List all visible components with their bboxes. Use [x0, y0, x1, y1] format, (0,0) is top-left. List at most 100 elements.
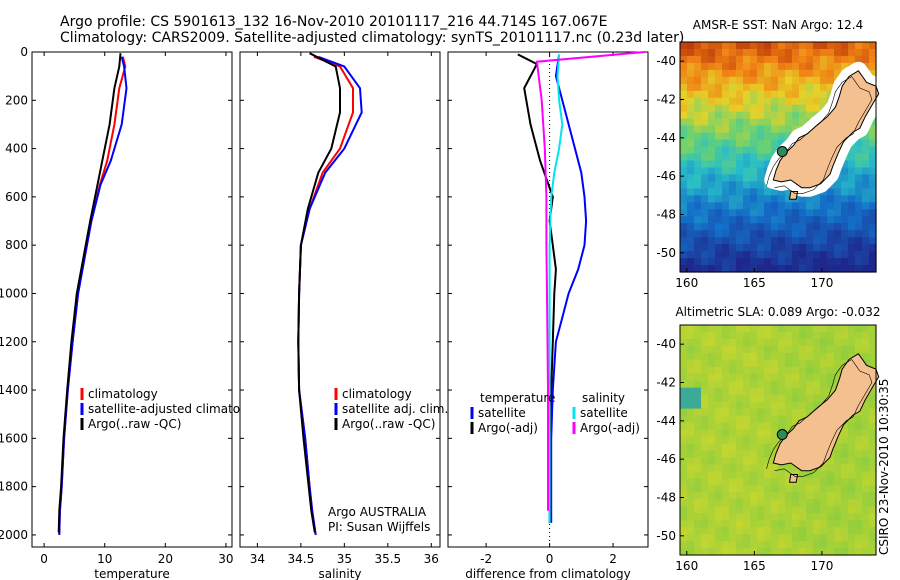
- map-cell: [722, 160, 730, 169]
- map-cell: [743, 188, 751, 196]
- map-cell: [820, 380, 828, 389]
- map-cell: [743, 265, 751, 273]
- map-cell: [750, 548, 758, 556]
- map-cell: [799, 97, 807, 106]
- map-cell: [778, 69, 786, 78]
- map-cell: [687, 118, 695, 127]
- x-tick-label: 35.5: [374, 552, 401, 566]
- map-cell: [799, 478, 807, 486]
- map-cell: [743, 422, 751, 431]
- y-tick-label: -44: [656, 414, 676, 428]
- map-cell: [701, 146, 709, 155]
- map-cell: [820, 195, 828, 203]
- map-cell: [694, 160, 702, 169]
- map-cell: [785, 541, 793, 549]
- map-cell: [715, 265, 723, 273]
- map-cell: [764, 195, 772, 203]
- map-cell: [715, 401, 723, 410]
- map-cell: [729, 513, 737, 521]
- map-cell: [729, 380, 737, 389]
- map-cell: [715, 160, 723, 169]
- map-cell: [708, 513, 716, 521]
- map-cell: [785, 209, 793, 217]
- map-cell: [750, 352, 758, 361]
- map-cell: [778, 237, 786, 245]
- map-cell: [855, 464, 863, 472]
- map-cell: [820, 464, 828, 472]
- map-cell: [687, 513, 695, 521]
- map-cell: [722, 202, 730, 210]
- map-cell: [869, 408, 877, 417]
- map-cell: [750, 541, 758, 549]
- map-cell: [687, 415, 695, 424]
- map-cell: [750, 258, 758, 266]
- map-cell: [715, 76, 723, 85]
- map-cell: [757, 202, 765, 210]
- map-cell: [806, 62, 814, 71]
- map-cell: [736, 415, 744, 424]
- map-cell: [729, 62, 737, 71]
- depth-contour: [766, 359, 873, 477]
- map-cell: [827, 506, 835, 514]
- map-cell: [799, 387, 807, 396]
- map-cell: [827, 380, 835, 389]
- map-cell: [771, 506, 779, 514]
- map-cell: [841, 464, 849, 472]
- map-cell: [869, 181, 877, 189]
- map-cell: [722, 513, 730, 521]
- map-cell: [736, 485, 744, 493]
- map-cell: [792, 345, 800, 354]
- map-cell: [715, 408, 723, 417]
- map-cell: [869, 338, 877, 347]
- map-cell: [848, 415, 856, 424]
- map-cell: [736, 118, 744, 127]
- map-cell: [806, 76, 814, 85]
- map-cell: [806, 541, 814, 549]
- map-cell: [778, 244, 786, 252]
- map-cell: [792, 359, 800, 368]
- map-cell: [722, 415, 730, 424]
- map-cell: [855, 332, 863, 340]
- map-cell: [722, 118, 730, 127]
- map-cell: [841, 450, 849, 459]
- map-cell: [827, 345, 835, 354]
- map-cell: [771, 325, 779, 333]
- map-cell: [820, 237, 828, 245]
- map-cell: [848, 230, 856, 238]
- map-cell: [750, 118, 758, 127]
- series-line-satellite: [548, 54, 564, 523]
- map-cell: [771, 125, 779, 134]
- map-cell: [694, 132, 702, 141]
- map-cell: [841, 443, 849, 452]
- map-cell: [806, 111, 814, 120]
- map-cell: [792, 373, 800, 382]
- map-cell: [694, 209, 702, 217]
- map-cell: [722, 429, 730, 438]
- map-cell: [764, 450, 772, 459]
- map-cell: [680, 366, 688, 375]
- y-tick-label: -42: [656, 93, 676, 107]
- map-cell: [764, 436, 772, 445]
- map-cell: [764, 422, 772, 431]
- map-cell: [701, 429, 709, 438]
- map-cell: [785, 132, 793, 141]
- map-cell: [708, 167, 716, 176]
- map-cell: [855, 422, 863, 431]
- map-cell: [736, 251, 744, 259]
- map-cell: [764, 485, 772, 493]
- map-cell: [701, 62, 709, 71]
- map-cell: [736, 513, 744, 521]
- map-cell: [855, 244, 863, 252]
- map-cell: [743, 49, 751, 57]
- map-cell: [750, 90, 758, 99]
- map-cell: [687, 181, 695, 189]
- map-cell: [708, 520, 716, 528]
- map-cell: [869, 209, 877, 217]
- map-cell: [736, 520, 744, 528]
- map-cell: [694, 436, 702, 445]
- map-title: Altimetric SLA: 0.089 Argo: -0.032: [675, 305, 880, 319]
- map-cell: [778, 408, 786, 417]
- map-cell: [813, 492, 821, 500]
- map-cell: [757, 132, 765, 141]
- map-cell: [813, 485, 821, 493]
